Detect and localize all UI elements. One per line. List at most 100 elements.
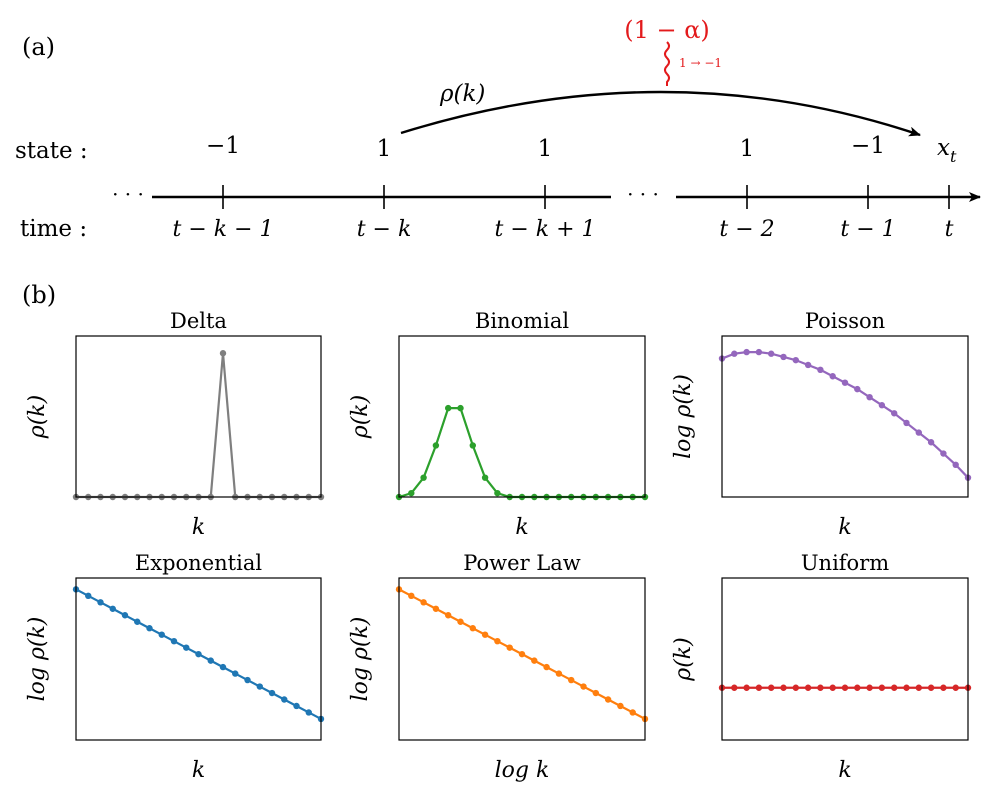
data-point <box>903 419 910 427</box>
data-point <box>445 404 452 412</box>
data-point <box>219 663 227 671</box>
data-point <box>829 373 836 380</box>
data-point <box>903 684 910 691</box>
data-point <box>445 612 452 619</box>
data-point <box>195 650 202 658</box>
time-row-label: time : <box>20 216 87 242</box>
state-value: 1 <box>377 136 392 162</box>
chart-title: Power Law <box>463 551 581 575</box>
x-axis-label: k <box>515 515 528 540</box>
y-axis-label: ρ(k) <box>25 395 50 439</box>
data-point <box>518 650 526 658</box>
state-value: −1 <box>206 133 240 159</box>
chart-title: Delta <box>170 309 227 333</box>
time-label: t − k − 1 <box>172 217 273 242</box>
data-point <box>244 676 251 684</box>
time-label: t − 2 <box>719 217 774 242</box>
y-axis-label: log ρ(k) <box>25 617 50 702</box>
data-point <box>268 689 276 697</box>
data-point <box>469 442 476 449</box>
flip-squiggle <box>664 41 670 86</box>
data-point <box>293 702 300 710</box>
data-point <box>109 605 116 612</box>
data-point <box>866 684 873 691</box>
state-values: −1 1 1 1 −1 xt <box>206 133 957 166</box>
data-point <box>568 676 575 684</box>
data-point <box>543 663 550 671</box>
data-point <box>97 599 104 606</box>
data-point <box>792 684 799 691</box>
data-point <box>891 684 898 691</box>
data-point <box>207 657 214 664</box>
state-value: 1 <box>740 136 755 162</box>
time-label: t − 1 <box>840 217 895 242</box>
data-point <box>915 429 922 436</box>
data-point <box>506 644 513 651</box>
series-line <box>398 407 645 499</box>
chart-uniform: Uniform k ρ(k) <box>671 551 972 783</box>
state-value: −1 <box>851 133 885 159</box>
panel-a-label: (a) <box>22 33 55 61</box>
data-point <box>432 442 440 449</box>
data-point <box>780 684 787 691</box>
data-point <box>408 592 415 600</box>
flip-probability: (1 − α) <box>624 16 710 44</box>
series-line <box>721 351 969 479</box>
data-point <box>629 709 636 716</box>
data-point <box>432 605 440 612</box>
data-point <box>281 696 288 703</box>
data-point <box>555 670 563 677</box>
state-row-label: state : <box>15 138 88 164</box>
data-point <box>804 684 812 691</box>
plot-frame <box>398 335 646 498</box>
data-point <box>146 625 153 632</box>
data-point <box>531 657 538 664</box>
ellipsis-left: · · · <box>112 182 144 206</box>
time-label: t − k <box>357 217 412 242</box>
panel-b: (b) Delta k ρ(k) Binomial k ρ(k) Poisson k log ρ… <box>22 281 972 783</box>
data-point <box>170 637 178 645</box>
data-point <box>256 683 263 690</box>
data-point <box>481 474 489 481</box>
data-point <box>915 684 922 691</box>
data-point <box>878 402 886 409</box>
data-point <box>617 702 624 710</box>
chart-title: Poisson <box>805 309 885 333</box>
data-point <box>817 684 824 691</box>
data-point <box>183 644 190 651</box>
flip-note: 1 → −1 <box>679 56 722 70</box>
data-point <box>780 353 787 361</box>
data-point <box>219 350 227 357</box>
data-point <box>580 683 587 690</box>
series-line <box>76 353 321 499</box>
plot-frame <box>721 577 969 741</box>
plot-frame <box>75 577 322 741</box>
data-point <box>408 489 415 497</box>
data-point <box>940 684 947 691</box>
data-point <box>457 618 464 625</box>
data-point <box>891 410 898 417</box>
data-point <box>592 689 599 697</box>
data-point <box>755 348 763 356</box>
chart-delta: Delta k ρ(k) <box>25 309 325 540</box>
panel-a: (a) state : −1 1 1 1 −1 xt · · · · · · t… <box>15 16 981 242</box>
data-point <box>866 393 873 401</box>
chart-title: Uniform <box>801 551 889 575</box>
data-point <box>134 618 141 625</box>
x-axis-label: log k <box>495 758 550 783</box>
data-point <box>829 684 836 691</box>
chart-exponential: Exponential k log ρ(k) <box>25 551 325 783</box>
x-axis-label: k <box>838 758 851 783</box>
chart-title: Exponential <box>135 551 262 575</box>
data-point <box>952 684 959 691</box>
y-axis-label: log ρ(k) <box>348 617 373 702</box>
data-point <box>494 489 501 497</box>
data-point <box>927 684 935 691</box>
data-point <box>494 637 501 645</box>
time-label: t <box>945 217 954 242</box>
data-point <box>305 709 312 716</box>
state-current: xt <box>937 135 957 166</box>
data-point <box>743 348 750 356</box>
